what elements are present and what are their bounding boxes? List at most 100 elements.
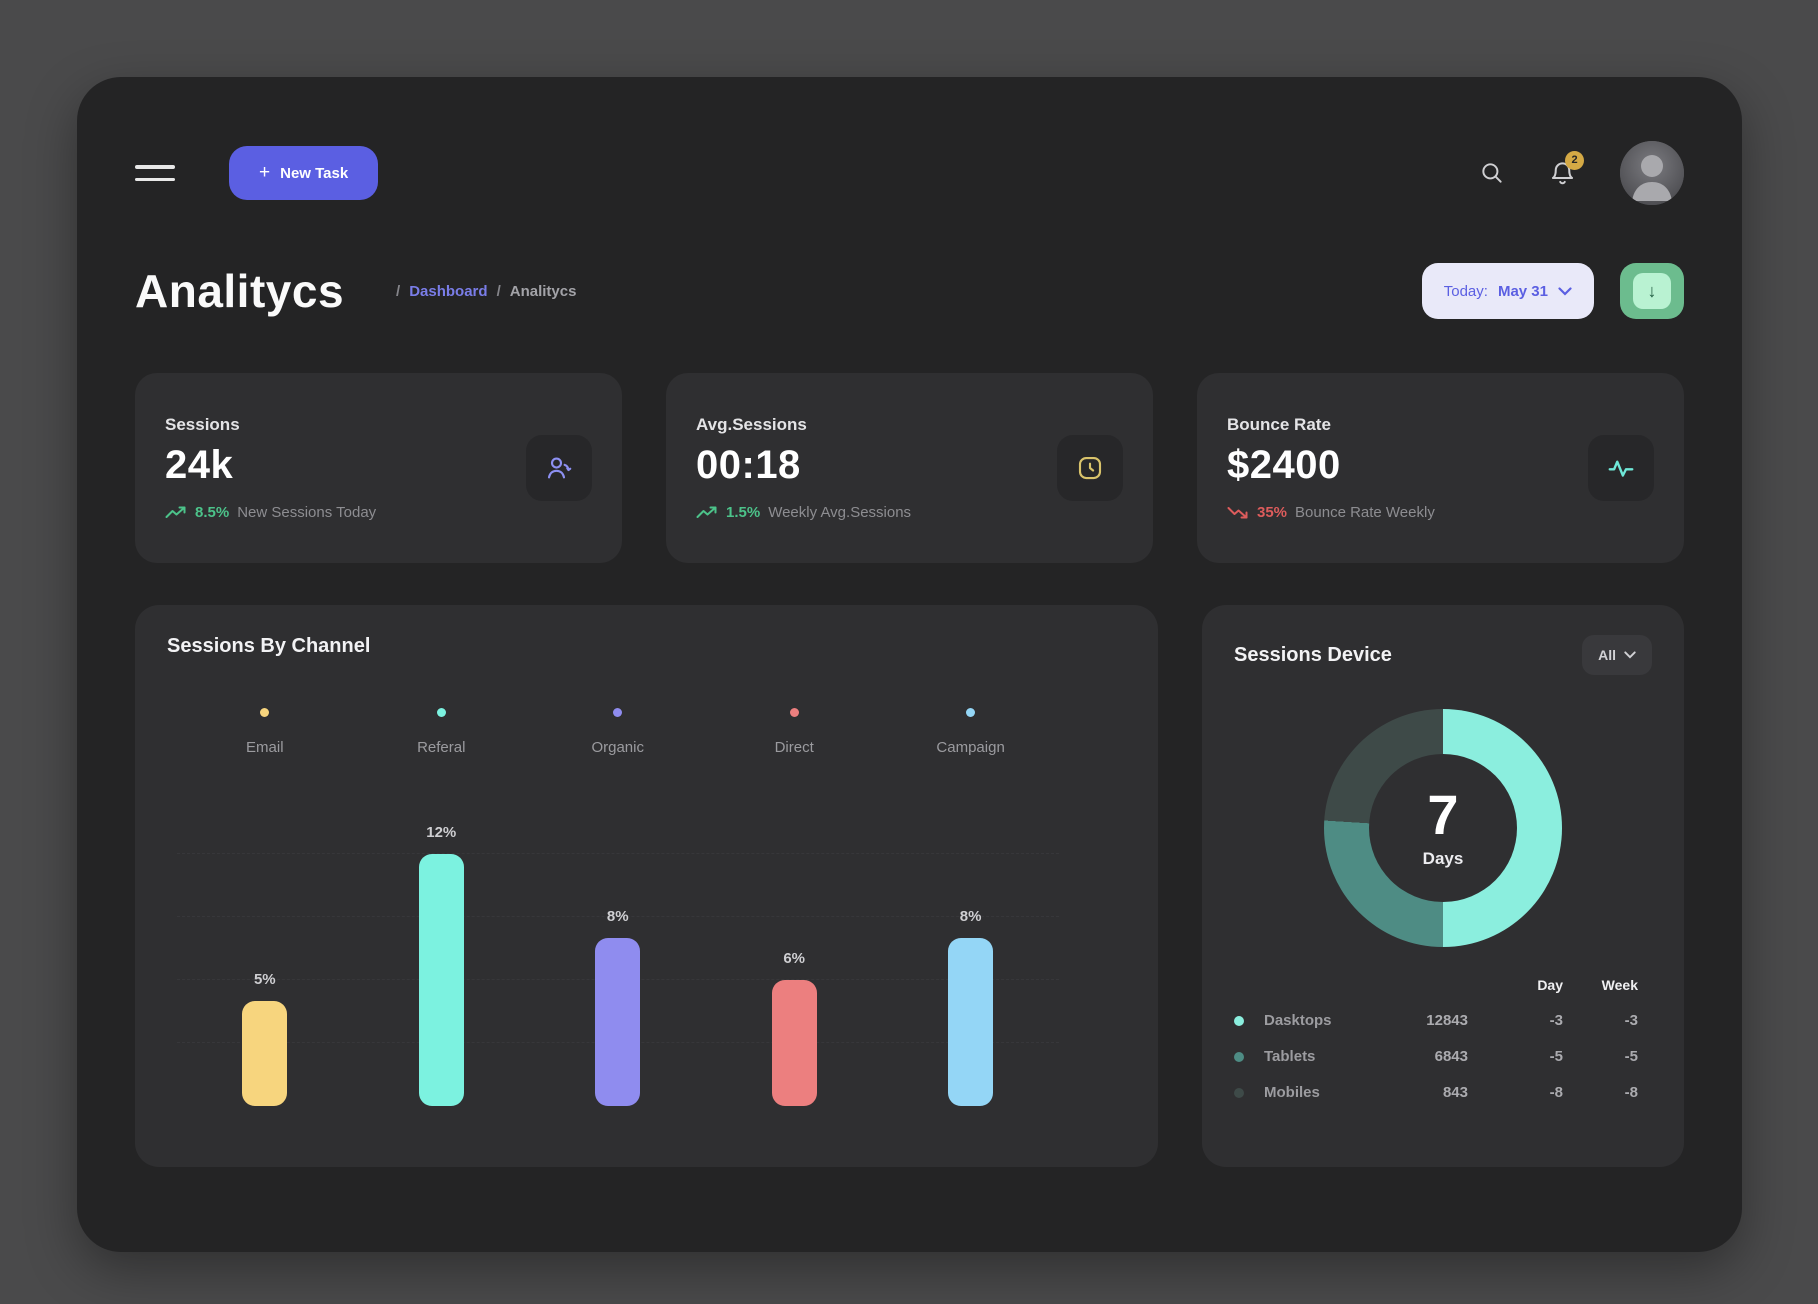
legend-item: Direct bbox=[706, 708, 882, 756]
device-col-week: Week bbox=[1601, 977, 1638, 993]
users-icon bbox=[544, 453, 574, 483]
device-row-day: -5 bbox=[1549, 1048, 1563, 1065]
stat-iconbox bbox=[1057, 435, 1123, 501]
search-icon bbox=[1479, 160, 1505, 186]
device-panel-title: Sessions Device bbox=[1234, 643, 1392, 666]
chevron-down-icon bbox=[1624, 651, 1636, 659]
device-donut-chart: 7 Days bbox=[1324, 709, 1562, 947]
avatar[interactable] bbox=[1620, 141, 1684, 205]
device-row-value: 843 bbox=[1442, 1084, 1468, 1101]
notification-badge: 2 bbox=[1565, 150, 1584, 170]
trend-down-icon bbox=[1227, 506, 1249, 519]
legend-label: Direct bbox=[774, 739, 814, 756]
date-filter-label: Today: bbox=[1443, 282, 1488, 300]
stat-value: $2400 bbox=[1227, 443, 1341, 487]
bar-value-label: 6% bbox=[783, 950, 805, 967]
device-row-label: Dasktops bbox=[1264, 1012, 1332, 1029]
device-row-label: Tablets bbox=[1264, 1048, 1316, 1065]
trend-value: 1.5% bbox=[726, 504, 761, 521]
legend-dot bbox=[436, 708, 446, 717]
stat-iconbox bbox=[1588, 435, 1654, 501]
stat-value: 00:18 bbox=[696, 443, 801, 487]
download-arrow-icon: ↓ bbox=[1633, 273, 1671, 309]
page-title: Analitycs bbox=[135, 265, 345, 317]
legend-item: Campaign bbox=[882, 708, 1058, 756]
bar-value-label: 12% bbox=[426, 824, 457, 841]
stat-label: Avg.Sessions bbox=[696, 415, 807, 434]
breadcrumb-separator: / bbox=[496, 282, 501, 300]
bar-value-label: 8% bbox=[606, 908, 629, 925]
stat-iconbox bbox=[526, 435, 592, 501]
new-task-label: New Task bbox=[280, 164, 349, 182]
trend-text: Bounce Rate Weekly bbox=[1295, 504, 1435, 521]
channel-panel-title: Sessions By Channel bbox=[167, 635, 371, 657]
legend-dot bbox=[789, 708, 799, 717]
topbar: + New Task 2 bbox=[135, 141, 1684, 205]
device-dot bbox=[1234, 1015, 1244, 1026]
bar[interactable] bbox=[418, 854, 464, 1106]
device-dot bbox=[1234, 1051, 1244, 1062]
device-row-label: Mobiles bbox=[1264, 1084, 1320, 1101]
new-task-button[interactable]: + New Task bbox=[229, 146, 379, 200]
legend-dot bbox=[966, 708, 976, 717]
bell-icon bbox=[1549, 160, 1576, 187]
legend-label: Campaign bbox=[936, 739, 1005, 756]
gridline bbox=[176, 853, 1059, 854]
device-dot bbox=[1234, 1087, 1244, 1098]
device-filter-dropdown[interactable]: All bbox=[1582, 635, 1652, 675]
channel-bar-chart: 5% 12% 8% 6% bbox=[176, 770, 1059, 1106]
sessions-by-channel-panel: Sessions By Channel Email Referal Organi… bbox=[135, 605, 1158, 1167]
stat-label: Bounce Rate bbox=[1227, 415, 1331, 434]
plus-icon: + bbox=[259, 162, 271, 183]
bar[interactable] bbox=[771, 980, 817, 1106]
stat-card-avg-sessions: Avg.Sessions 00:18 1.5% Weekly Avg.Sessi… bbox=[666, 373, 1153, 563]
notifications-button[interactable]: 2 bbox=[1549, 150, 1584, 187]
legend-label: Organic bbox=[591, 739, 644, 756]
legend-dot bbox=[613, 708, 623, 717]
device-filter-label: All bbox=[1598, 647, 1616, 663]
download-button[interactable]: ↓ bbox=[1620, 263, 1684, 319]
bar-column-direct: 6% bbox=[706, 770, 882, 1106]
stat-card-sessions: Sessions 24k 8.5% New Sessions Today bbox=[135, 373, 622, 563]
bar-column-referal: 12% bbox=[353, 770, 529, 1106]
legend-label: Referal bbox=[417, 739, 466, 756]
breadcrumb-current: Analitycs bbox=[509, 282, 577, 300]
stat-card-bounce-rate: Bounce Rate $2400 35% Bounce Rate Weekly bbox=[1197, 373, 1684, 563]
trend-text: New Sessions Today bbox=[237, 504, 377, 521]
trend-up-icon bbox=[696, 506, 718, 519]
device-row-week: -3 bbox=[1624, 1012, 1638, 1029]
date-filter-dropdown[interactable]: Today: May 31 bbox=[1421, 263, 1594, 319]
device-row-week: -5 bbox=[1624, 1048, 1638, 1065]
legend-item: Referal bbox=[353, 708, 529, 756]
bar-value-label: 8% bbox=[959, 908, 982, 925]
breadcrumb-separator: / bbox=[396, 282, 401, 300]
donut-center-label: Days bbox=[1422, 849, 1464, 868]
bar-column-campaign: 8% bbox=[882, 770, 1058, 1106]
device-col-day: Day bbox=[1537, 977, 1563, 993]
legend-label: Email bbox=[246, 739, 284, 756]
device-row-week: -8 bbox=[1624, 1084, 1638, 1101]
stat-label: Sessions bbox=[165, 415, 240, 434]
activity-icon bbox=[1606, 453, 1636, 483]
legend-dot bbox=[260, 708, 270, 717]
bar-column-organic: 8% bbox=[529, 770, 705, 1106]
device-row-value: 6843 bbox=[1434, 1048, 1468, 1065]
bar[interactable] bbox=[948, 938, 994, 1106]
bar-value-label: 5% bbox=[253, 971, 276, 988]
device-row-day: -8 bbox=[1549, 1084, 1563, 1101]
trend-value: 35% bbox=[1257, 504, 1288, 521]
menu-icon[interactable] bbox=[135, 163, 175, 183]
gridline bbox=[176, 916, 1059, 917]
search-button[interactable] bbox=[1479, 160, 1505, 186]
bar-column-email: 5% bbox=[177, 770, 353, 1106]
device-table: Day Week Dasktops 12843 -3 -3 Tablets 68… bbox=[1234, 977, 1652, 1101]
bar[interactable] bbox=[242, 1001, 288, 1106]
dashboard-window: + New Task 2 bbox=[77, 77, 1742, 1252]
donut-ring[interactable] bbox=[1324, 709, 1562, 947]
breadcrumb-link-dashboard[interactable]: Dashboard bbox=[409, 282, 488, 300]
breadcrumb: / Dashboard / Analitycs bbox=[396, 283, 576, 300]
device-row-day: -3 bbox=[1549, 1012, 1563, 1029]
bar[interactable] bbox=[595, 938, 641, 1106]
stat-value: 24k bbox=[165, 443, 234, 487]
trend-text: Weekly Avg.Sessions bbox=[768, 504, 912, 521]
